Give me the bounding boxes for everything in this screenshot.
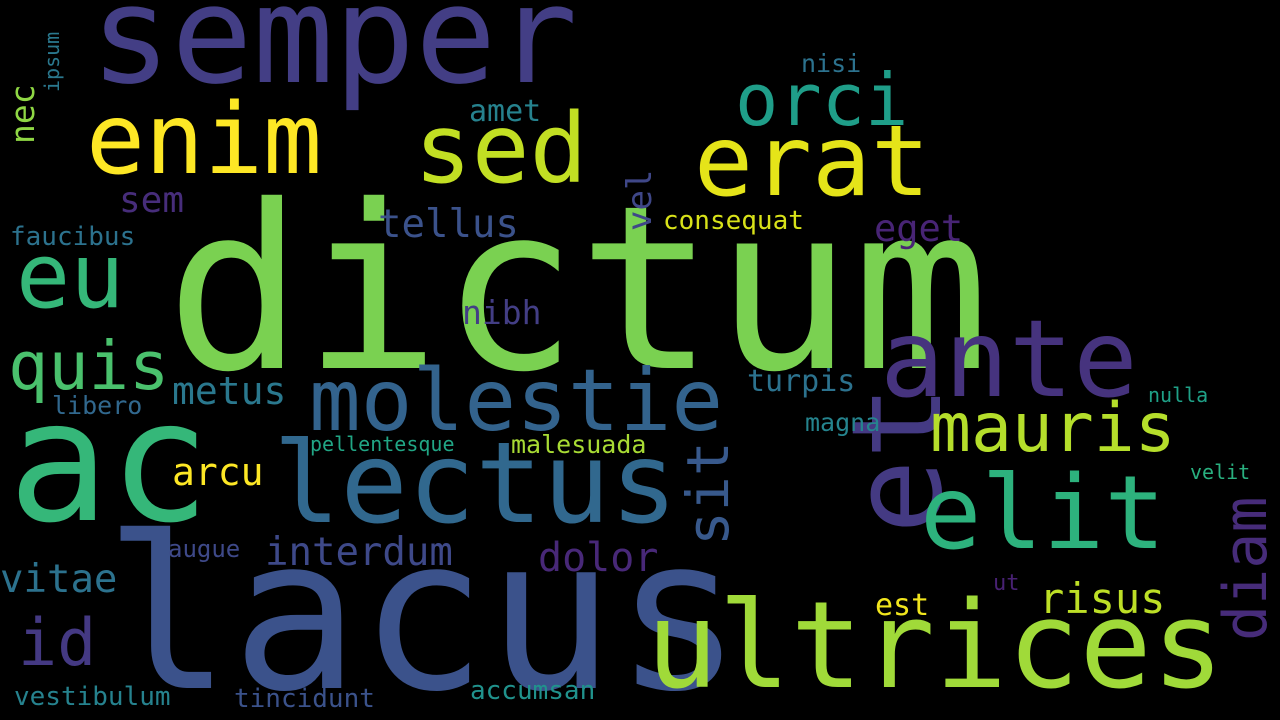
word-tellus: tellus [378,202,519,247]
word-augue: augue [168,535,241,563]
word-eget: eget [874,207,964,250]
word-amet: amet [469,94,542,129]
word-ante: ante [880,298,1138,422]
word-risus: risus [1039,574,1166,623]
word-ac: ac [8,364,211,560]
word-lacus: lacus [104,491,743,720]
word-quis: quis [8,327,170,405]
word-magna: magna [805,408,881,437]
word-nec: nec [3,84,42,144]
word-vel: vel [620,169,660,231]
word-nisi: nisi [801,49,862,78]
word-ut: ut [993,571,1020,596]
word-nibh: nibh [462,293,542,332]
word-metus: metus [172,369,287,413]
word-id: id [18,606,97,681]
word-dolor: dolor [538,535,659,581]
word-sem: sem [119,180,185,221]
word-faucibus: faucibus [10,222,136,252]
word-turpis: turpis [747,364,856,399]
word-eu: eu [16,224,125,329]
word-tincidunt: tincidunt [234,684,375,714]
word-pellentesque: pellentesque [310,432,455,456]
word-diam: diam [1211,496,1280,642]
word-est: est [875,588,930,623]
word-lectus: lectus [273,419,678,549]
word-dictum: dictum [166,156,990,422]
word-semper: semper [90,0,578,114]
word-libero: libero [52,391,143,420]
word-ultrices: ultrices [646,577,1224,716]
word-malesuada: malesuada [511,430,647,459]
word-molestie: molestie [309,351,724,451]
word-erat: erat [694,105,931,219]
word-enim: enim [86,83,323,197]
word-vitae: vitae [0,557,118,602]
word-accumsan: accumsan [470,676,596,706]
word-vestibulum: vestibulum [14,682,171,712]
word-mauris: mauris [930,389,1176,468]
word-arcu: arcu [172,450,264,494]
word-elit: elit [920,454,1166,573]
word-velit: velit [1190,460,1251,484]
word-nulla: nulla [1148,383,1209,407]
word-sed: sed [414,93,588,205]
word-sit: sit [674,441,742,546]
word-orci: orci [735,58,909,142]
word-ipsum: ipsum [40,31,64,92]
word-consequat: consequat [663,206,804,236]
word-interdum: interdum [265,530,453,575]
